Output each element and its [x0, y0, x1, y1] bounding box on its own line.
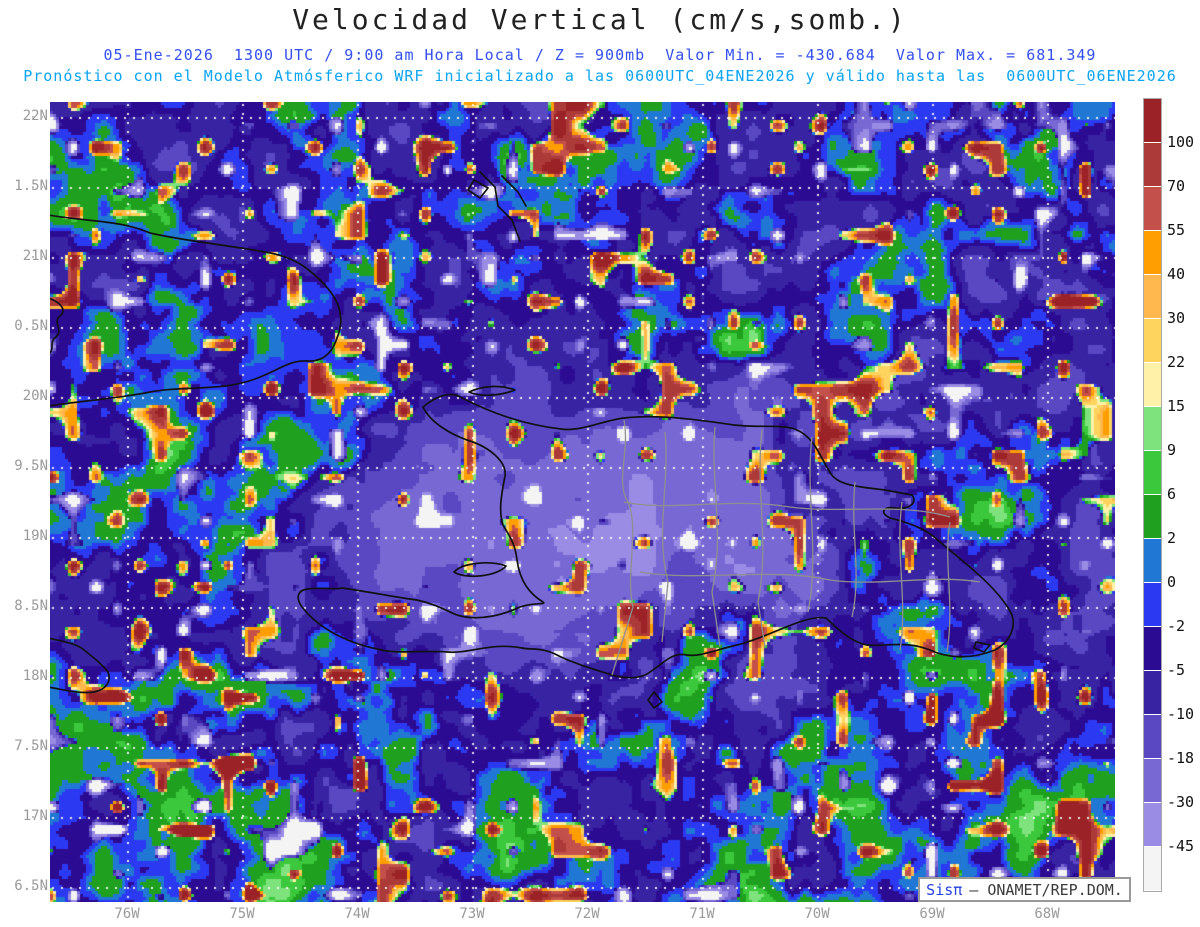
- colorbar-segment-0: [1144, 99, 1161, 143]
- axis-tick-dot: [32, 326, 34, 328]
- colorbar-tick-40: 40: [1167, 265, 1186, 283]
- colorbar-segment-14: [1144, 715, 1161, 759]
- lon-label-73W: 73W: [459, 906, 485, 922]
- valor-max: Valor Max. = 681.349: [895, 46, 1097, 64]
- colorbar-tick-100: 100: [1167, 133, 1195, 151]
- colorbar-tick-70: 70: [1167, 177, 1186, 195]
- run-datetime: 05-Ene-2026 1300 UTC / 9:00 am Hora Loca…: [103, 46, 646, 64]
- axis-tick-dot: [41, 256, 43, 258]
- lat-label-7.5N: 7.5N: [14, 738, 48, 754]
- colorbar-tick-55: 55: [1167, 221, 1186, 239]
- vertical-velocity-field: [50, 102, 1115, 902]
- colorbar: [1143, 98, 1162, 892]
- axis-tick-dot: [41, 536, 43, 538]
- colorbar-tick--30: -30: [1167, 793, 1195, 811]
- axis-tick-dot: [32, 606, 34, 608]
- colorbar-segment-17: [1144, 847, 1161, 891]
- lat-label-20N: 20N: [22, 388, 48, 404]
- colorbar-tick--45: -45: [1167, 837, 1195, 855]
- lat-label-18N: 18N: [22, 668, 48, 684]
- branding-org: – ONAMET/REP.DOM.: [969, 880, 1123, 899]
- colorbar-tick-2: 2: [1167, 529, 1177, 547]
- lon-label-68W: 68W: [1034, 906, 1060, 922]
- colorbar-tick--2: -2: [1167, 617, 1186, 635]
- axis-tick-dot: [41, 606, 43, 608]
- colorbar-tick--5: -5: [1167, 661, 1186, 679]
- sispi-logo: Sisπ: [926, 880, 963, 899]
- axis-tick-dot: [41, 746, 43, 748]
- colorbar-tick-6: 6: [1167, 485, 1177, 503]
- colorbar-segment-15: [1144, 759, 1161, 803]
- chart-title: Velocidad Vertical (cm/s,somb.): [292, 3, 908, 36]
- colorbar-segment-10: [1144, 539, 1161, 583]
- lon-label-72W: 72W: [574, 906, 600, 922]
- lon-label-74W: 74W: [344, 906, 370, 922]
- axis-tick-dot: [32, 466, 34, 468]
- axis-tick-dot: [32, 746, 34, 748]
- map-area: [50, 102, 1115, 902]
- lat-label-6.5N: 6.5N: [14, 878, 48, 894]
- colorbar-tick--10: -10: [1167, 705, 1195, 723]
- colorbar-segment-1: [1144, 143, 1161, 187]
- colorbar-segment-16: [1144, 803, 1161, 847]
- colorbar-segment-8: [1144, 451, 1161, 495]
- colorbar-segment-7: [1144, 407, 1161, 451]
- colorbar-tick--18: -18: [1167, 749, 1195, 767]
- axis-tick-dot: [41, 816, 43, 818]
- colorbar-tick-0: 0: [1167, 573, 1177, 591]
- axis-tick-dot: [41, 676, 43, 678]
- lat-label-9.5N: 9.5N: [14, 458, 48, 474]
- subtitle-model-info: Pronóstico con el Modelo Atmósferico WRF…: [23, 67, 1177, 85]
- colorbar-tick-30: 30: [1167, 309, 1186, 327]
- lat-label-1.5N: 1.5N: [14, 178, 48, 194]
- axis-tick-dot: [41, 886, 43, 888]
- axis-tick-dot: [32, 256, 34, 258]
- lat-label-0.5N: 0.5N: [14, 318, 48, 334]
- lon-label-76W: 76W: [114, 906, 140, 922]
- axis-tick-dot: [32, 186, 34, 188]
- colorbar-tick-15: 15: [1167, 397, 1186, 415]
- axis-tick-dot: [32, 816, 34, 818]
- axis-tick-dot: [41, 116, 43, 118]
- axis-tick-dot: [41, 396, 43, 398]
- colorbar-segment-5: [1144, 319, 1161, 363]
- axis-tick-dot: [32, 396, 34, 398]
- valor-min: Valor Min. = -430.684: [665, 46, 876, 64]
- axis-tick-dot: [32, 886, 34, 888]
- lon-label-69W: 69W: [919, 906, 945, 922]
- lon-label-71W: 71W: [689, 906, 715, 922]
- axis-tick-dot: [41, 326, 43, 328]
- axis-tick-dot: [41, 186, 43, 188]
- axis-tick-dot: [32, 676, 34, 678]
- lat-label-22N: 22N: [22, 108, 48, 124]
- colorbar-segment-2: [1144, 187, 1161, 231]
- lat-label-8.5N: 8.5N: [14, 598, 48, 614]
- colorbar-segment-9: [1144, 495, 1161, 539]
- lon-label-75W: 75W: [229, 906, 255, 922]
- colorbar-segment-4: [1144, 275, 1161, 319]
- branding-box: Sisπ – ONAMET/REP.DOM.: [918, 877, 1131, 902]
- lat-label-19N: 19N: [22, 528, 48, 544]
- axis-tick-dot: [32, 116, 34, 118]
- colorbar-segment-13: [1144, 671, 1161, 715]
- colorbar-segment-11: [1144, 583, 1161, 627]
- axis-tick-dot: [32, 536, 34, 538]
- lon-label-70W: 70W: [804, 906, 830, 922]
- colorbar-segment-3: [1144, 231, 1161, 275]
- colorbar-tick-9: 9: [1167, 441, 1177, 459]
- colorbar-tick-22: 22: [1167, 353, 1186, 371]
- colorbar-segment-12: [1144, 627, 1161, 671]
- axis-tick-dot: [41, 466, 43, 468]
- lat-label-17N: 17N: [22, 808, 48, 824]
- colorbar-segment-6: [1144, 363, 1161, 407]
- lat-label-21N: 21N: [22, 248, 48, 264]
- subtitle-run-info: 05-Ene-2026 1300 UTC / 9:00 am Hora Loca…: [0, 46, 1200, 64]
